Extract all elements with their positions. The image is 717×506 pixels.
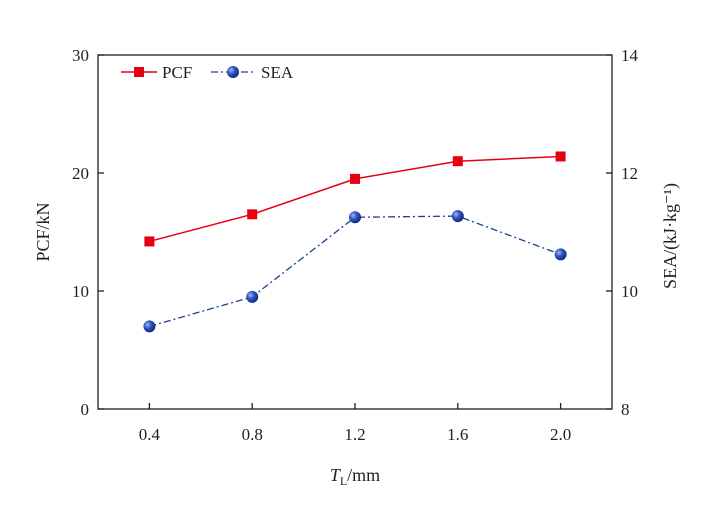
x-axis-title-sub: L xyxy=(340,474,347,488)
sea-data-point xyxy=(554,248,567,261)
sea-data-point xyxy=(451,210,464,223)
left-y-tick-label: 20 xyxy=(72,164,89,183)
pcf-data-point xyxy=(144,236,155,247)
x-tick-label: 2.0 xyxy=(550,425,571,444)
x-axis-title-rest: /mm xyxy=(347,465,380,485)
right-y-axis-ticks: 8 10 12 14 xyxy=(606,46,639,419)
x-axis-ticks: 0.4 0.8 1.2 1.6 2.0 xyxy=(139,403,571,444)
legend-sea-marker xyxy=(227,66,239,78)
sea-series-line xyxy=(149,215,561,328)
sea-data-point xyxy=(349,211,361,224)
x-tick-label: 1.6 xyxy=(447,425,468,444)
series-layer xyxy=(143,151,567,333)
right-y-tick-label: 12 xyxy=(621,164,638,183)
right-y-tick-label: 14 xyxy=(621,46,639,65)
x-tick-label: 0.4 xyxy=(139,425,161,444)
legend: PCF SEA xyxy=(121,63,294,82)
pcf-series-line xyxy=(149,155,561,243)
x-axis-title: TL/mm xyxy=(330,465,380,488)
pcf-data-point xyxy=(555,151,566,162)
pcf-data-point xyxy=(247,209,258,220)
legend-sea-label: SEA xyxy=(261,63,294,82)
right-y-tick-label: 10 xyxy=(621,282,638,301)
pcf-data-point xyxy=(452,156,463,167)
x-tick-label: 1.2 xyxy=(344,425,365,444)
legend-pcf-marker xyxy=(134,67,144,77)
x-tick-label: 0.8 xyxy=(242,425,263,444)
pcf-data-point xyxy=(350,173,360,184)
legend-pcf-label: PCF xyxy=(162,63,192,82)
left-y-axis-title: PCF/kN xyxy=(33,202,53,261)
right-y-axis-title: SEA/(kJ·kg⁻¹) xyxy=(660,183,681,289)
left-y-axis-ticks: 0 10 20 30 xyxy=(72,46,104,419)
right-y-tick-label: 8 xyxy=(621,400,630,419)
sea-data-point xyxy=(143,320,156,333)
left-y-tick-label: 10 xyxy=(72,282,89,301)
sea-data-point xyxy=(246,290,259,303)
x-axis-title-main: T xyxy=(330,465,342,485)
plot-frame xyxy=(97,54,613,410)
left-y-tick-label: 30 xyxy=(72,46,89,65)
left-y-tick-label: 0 xyxy=(81,400,90,419)
